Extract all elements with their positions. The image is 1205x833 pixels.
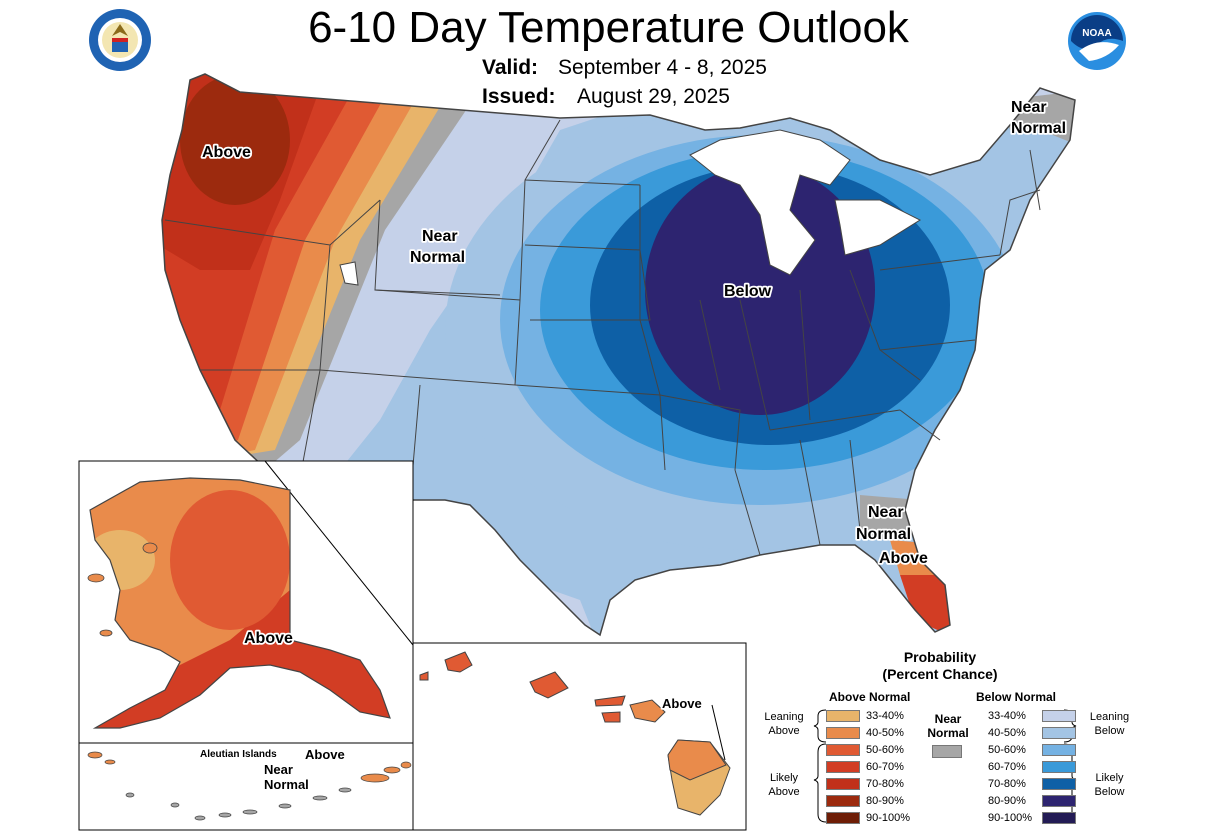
label-near-rockies: Near bbox=[422, 228, 458, 245]
legend-above-range: 50-60% bbox=[866, 743, 904, 756]
legend-below-range: 60-70% bbox=[988, 760, 1026, 773]
map-title: 6-10 Day Temperature Outlook bbox=[308, 3, 909, 52]
legend-above-row: 40-50% bbox=[826, 726, 916, 739]
valid-label: Valid: bbox=[482, 56, 539, 79]
legend-below-range: 40-50% bbox=[988, 726, 1026, 739]
legend-above-range: 40-50% bbox=[866, 726, 904, 739]
legend-below-swatch bbox=[1042, 709, 1076, 722]
legend-above-range: 80-90% bbox=[866, 794, 904, 807]
legend-above-row: 90-100% bbox=[826, 811, 916, 824]
legend-near-normal-swatch bbox=[932, 745, 962, 758]
legend-below-range: 70-80% bbox=[988, 777, 1026, 790]
label-normal-southeast: Normal bbox=[856, 526, 911, 543]
commerce-seal-icon bbox=[89, 9, 151, 71]
legend-above-row: 50-60% bbox=[826, 743, 916, 756]
legend-below-swatch bbox=[1042, 794, 1076, 807]
legend-below-swatch bbox=[1042, 811, 1076, 824]
legend-title: Probability (Percent Chance) bbox=[882, 649, 998, 682]
legend-above-swatch bbox=[826, 743, 860, 756]
legend-below-range: 50-60% bbox=[988, 743, 1026, 756]
legend-below-row: 80-90% bbox=[988, 794, 1076, 807]
legend-below-swatch bbox=[1042, 743, 1076, 756]
legend-above-swatch bbox=[826, 709, 860, 722]
label-above-pacific-nw: Above bbox=[202, 144, 251, 161]
legend-above-swatch bbox=[826, 811, 860, 824]
legend-below-range: 90-100% bbox=[988, 811, 1033, 824]
legend-below-row: 60-70% bbox=[988, 760, 1076, 773]
label-near-southeast: Near bbox=[868, 504, 904, 521]
aleutian-inset-frame bbox=[78, 742, 414, 831]
legend-above-range: 90-100% bbox=[866, 811, 911, 824]
legend-near-normal: Near Normal bbox=[927, 712, 969, 740]
state-boundaries bbox=[164, 119, 1041, 556]
noaa-logo-icon: NOAA bbox=[1068, 12, 1126, 70]
legend-above-swatch bbox=[826, 777, 860, 790]
label-near-maine: Near bbox=[1011, 99, 1047, 116]
label-normal-aleutian: Normal bbox=[264, 777, 309, 792]
great-salt-lake bbox=[339, 261, 359, 286]
legend-below-swatch bbox=[1042, 777, 1076, 790]
legend-above-swatch bbox=[826, 760, 860, 773]
legend-above-row: 60-70% bbox=[826, 760, 916, 773]
legend-leaning-above: Leaning Above bbox=[764, 711, 804, 737]
legend-above-range: 70-80% bbox=[866, 777, 904, 790]
label-above-aleutian: Above bbox=[305, 747, 345, 762]
legend-below-row: 70-80% bbox=[988, 777, 1076, 790]
legend-below-swatch bbox=[1042, 760, 1076, 773]
legend-likely-below: Likely Below bbox=[1094, 772, 1125, 798]
legend-below-range: 80-90% bbox=[988, 794, 1026, 807]
legend-above-range: 60-70% bbox=[866, 760, 904, 773]
legend-below-swatch bbox=[1042, 726, 1076, 739]
legend-leaning-below: Leaning Below bbox=[1089, 711, 1130, 737]
label-above-florida: Above bbox=[879, 550, 928, 567]
valid-value: September 4 - 8, 2025 bbox=[558, 56, 767, 79]
label-aleutian-islands: Aleutian Islands bbox=[200, 749, 277, 760]
legend-below-row: 50-60% bbox=[988, 743, 1076, 756]
legend-likely-above: Likely Above bbox=[768, 772, 800, 798]
label-normal-maine: Normal bbox=[1011, 120, 1066, 137]
legend-below-row: 40-50% bbox=[988, 726, 1076, 739]
label-above-hawaii: Above bbox=[662, 696, 702, 711]
aleutian-islands bbox=[87, 751, 412, 783]
issued-value: August 29, 2025 bbox=[577, 85, 730, 108]
legend-above-range: 33-40% bbox=[866, 709, 904, 722]
legend-below-row: 90-100% bbox=[988, 811, 1076, 824]
svg-text:NOAA: NOAA bbox=[1082, 28, 1111, 39]
label-near-aleutian: Near bbox=[264, 762, 293, 777]
legend-above-swatch bbox=[826, 726, 860, 739]
legend-above-header: Above Normal bbox=[829, 690, 911, 704]
lake-huron-erie bbox=[834, 199, 922, 256]
legend-above-swatch bbox=[826, 794, 860, 807]
legend-above-row: 33-40% bbox=[826, 709, 916, 722]
issued-label: Issued: bbox=[482, 85, 556, 108]
label-above-alaska: Above bbox=[244, 630, 293, 647]
legend-below-header: Below Normal bbox=[976, 690, 1057, 704]
label-below-midwest: Below bbox=[724, 283, 772, 300]
legend-above-row: 70-80% bbox=[826, 777, 916, 790]
legend-above-row: 80-90% bbox=[826, 794, 916, 807]
great-lakes bbox=[689, 129, 851, 276]
legend-below-row: 33-40% bbox=[988, 709, 1076, 722]
hawaii-islands bbox=[419, 651, 731, 816]
legend-below-range: 33-40% bbox=[988, 709, 1026, 722]
label-normal-rockies: Normal bbox=[410, 249, 465, 266]
